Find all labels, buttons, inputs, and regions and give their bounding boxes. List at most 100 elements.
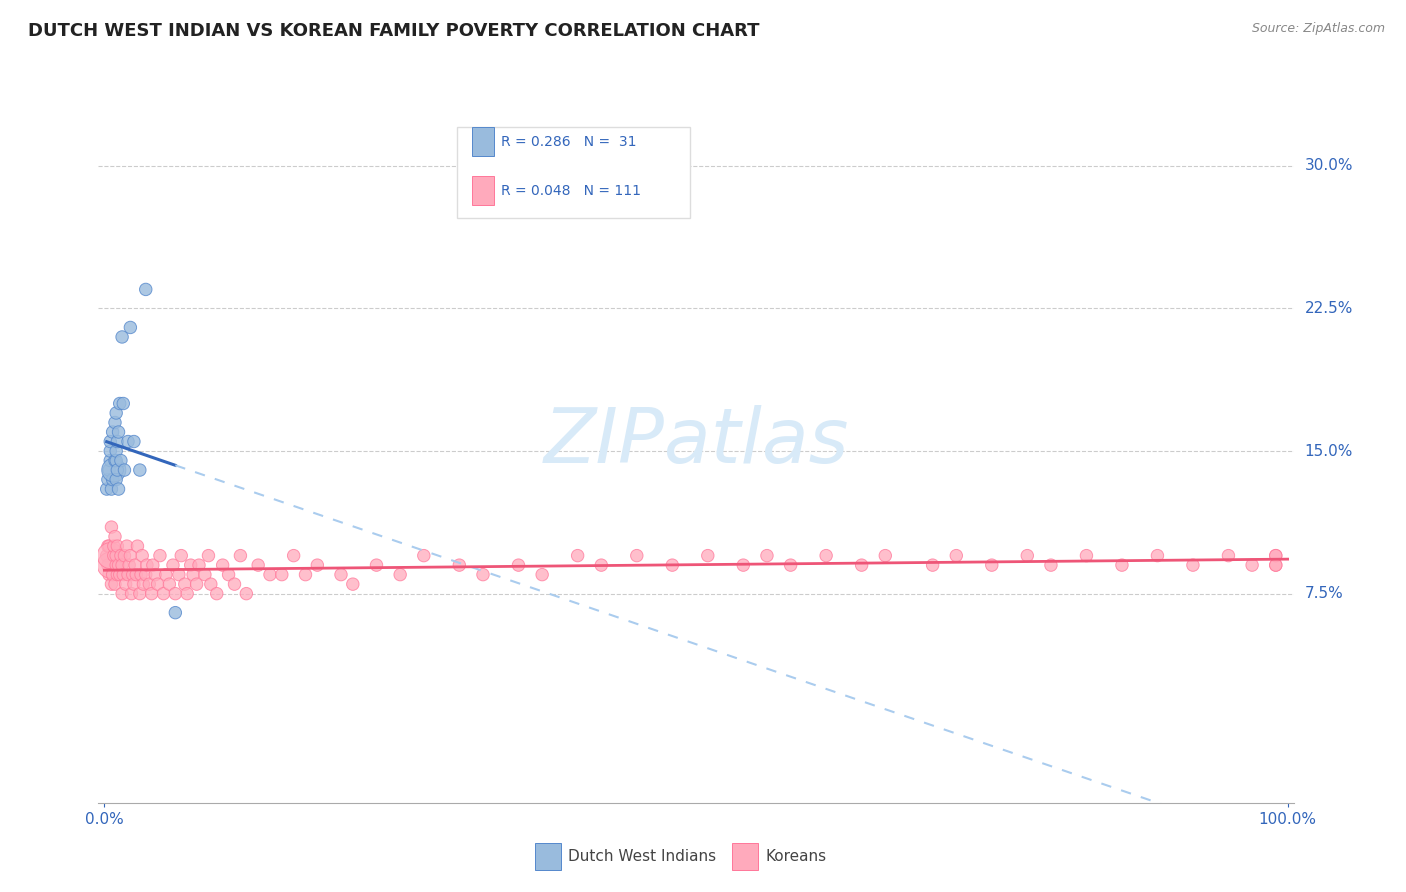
Point	[176, 587, 198, 601]
Point	[247, 558, 270, 573]
Point	[98, 453, 121, 467]
Point	[105, 463, 128, 477]
Point	[124, 558, 146, 573]
Point	[105, 558, 128, 573]
Point	[779, 558, 801, 573]
Point	[1218, 549, 1240, 563]
Point	[283, 549, 305, 563]
Text: R = 0.286   N =  31: R = 0.286 N = 31	[501, 135, 637, 149]
Point	[270, 567, 292, 582]
Point	[105, 539, 128, 553]
Point	[98, 463, 121, 477]
Point	[96, 549, 118, 563]
Text: 30.0%: 30.0%	[1305, 159, 1353, 173]
Text: DUTCH WEST INDIAN VS KOREAN FAMILY POVERTY CORRELATION CHART: DUTCH WEST INDIAN VS KOREAN FAMILY POVER…	[28, 22, 759, 40]
Point	[122, 577, 145, 591]
Text: ZIPatlas: ZIPatlas	[543, 405, 849, 478]
Point	[980, 558, 1002, 573]
FancyBboxPatch shape	[457, 128, 690, 218]
Point	[180, 558, 202, 573]
Point	[330, 567, 353, 582]
Point	[188, 558, 211, 573]
Point	[118, 558, 141, 573]
Point	[235, 587, 257, 601]
Point	[1264, 558, 1286, 573]
Point	[149, 549, 172, 563]
Point	[1264, 558, 1286, 573]
Point	[389, 567, 412, 582]
Point	[98, 444, 121, 458]
Point	[294, 567, 316, 582]
Point	[132, 577, 155, 591]
Point	[211, 558, 233, 573]
Point	[100, 520, 122, 534]
Point	[107, 425, 129, 439]
Point	[104, 453, 127, 467]
Point	[110, 453, 132, 467]
Point	[815, 549, 838, 563]
Point	[115, 539, 138, 553]
Point	[567, 549, 589, 563]
Point	[205, 587, 228, 601]
Point	[112, 396, 135, 410]
Point	[105, 453, 128, 467]
Point	[104, 577, 127, 591]
Point	[104, 530, 127, 544]
Point	[131, 549, 153, 563]
Point	[100, 482, 122, 496]
Point	[129, 567, 152, 582]
Point	[626, 549, 648, 563]
Point	[591, 558, 613, 573]
Point	[1264, 549, 1286, 563]
Point	[165, 587, 187, 601]
Point	[162, 558, 184, 573]
Point	[105, 444, 128, 458]
Point	[508, 558, 530, 573]
Point	[112, 567, 135, 582]
Point	[733, 558, 755, 573]
Point	[875, 549, 897, 563]
Point	[105, 567, 128, 582]
Point	[921, 558, 943, 573]
Point	[366, 558, 388, 573]
Point	[143, 567, 166, 582]
Text: Koreans: Koreans	[765, 849, 827, 863]
Point	[104, 416, 127, 430]
FancyBboxPatch shape	[733, 843, 758, 870]
Point	[229, 549, 252, 563]
Point	[108, 567, 131, 582]
Point	[128, 587, 150, 601]
Point	[531, 567, 554, 582]
Text: R = 0.048   N = 111: R = 0.048 N = 111	[501, 184, 641, 198]
Point	[125, 567, 148, 582]
Point	[111, 330, 134, 344]
Point	[120, 320, 142, 334]
Point	[114, 577, 136, 591]
Point	[167, 567, 190, 582]
Point	[1076, 549, 1098, 563]
Point	[1111, 558, 1133, 573]
Point	[120, 549, 142, 563]
Point	[696, 549, 718, 563]
Point	[307, 558, 329, 573]
Point	[472, 567, 495, 582]
Point	[945, 549, 967, 563]
Point	[97, 473, 120, 487]
Point	[110, 549, 132, 563]
Point	[142, 558, 165, 573]
Point	[181, 567, 204, 582]
Point	[98, 434, 121, 449]
Point	[114, 463, 136, 477]
Point	[138, 577, 160, 591]
Point	[1146, 549, 1168, 563]
Point	[108, 396, 131, 410]
Point	[117, 434, 139, 449]
Point	[851, 558, 873, 573]
Point	[135, 567, 157, 582]
FancyBboxPatch shape	[534, 843, 561, 870]
Point	[1039, 558, 1062, 573]
Text: Dutch West Indians: Dutch West Indians	[568, 849, 716, 863]
Point	[661, 558, 683, 573]
Point	[117, 567, 139, 582]
Point	[111, 587, 134, 601]
